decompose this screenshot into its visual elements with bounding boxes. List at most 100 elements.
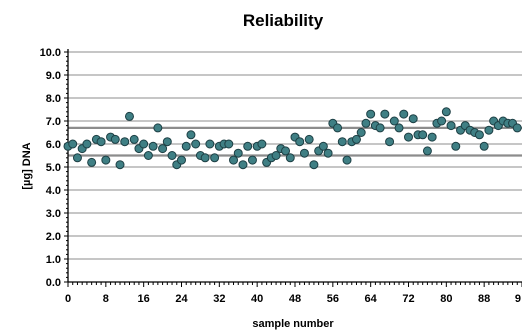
data-point <box>418 130 428 140</box>
data-point <box>281 146 291 156</box>
data-point <box>120 137 130 147</box>
data-point <box>153 123 163 133</box>
data-point <box>285 153 295 163</box>
x-tick-label: 72 <box>402 293 414 305</box>
y-tick-label: 3.0 <box>46 208 61 220</box>
data-point <box>158 144 168 154</box>
x-tick-labels: 0 8 16 24 32 40 48 56 64 72 80 88 9 <box>65 293 521 305</box>
data-point <box>87 157 97 167</box>
data-point <box>351 134 361 144</box>
y-axis-label: [µg] DNA <box>21 142 33 189</box>
data-point <box>479 141 489 151</box>
data-point <box>143 151 153 160</box>
data-point <box>342 155 352 165</box>
data-point <box>323 148 333 158</box>
data-point <box>474 130 484 140</box>
data-point <box>210 153 220 163</box>
data-point <box>399 109 409 119</box>
data-point <box>200 153 210 163</box>
y-tick-label: 4.0 <box>46 185 61 197</box>
data-point <box>257 139 267 149</box>
y-tick-label: 9.0 <box>46 70 61 82</box>
data-point <box>68 139 78 149</box>
chart-title: Reliability <box>243 11 324 30</box>
data-point <box>115 160 125 170</box>
data-point <box>394 123 404 133</box>
data-point <box>389 116 399 126</box>
x-tick-label: 8 <box>103 293 109 305</box>
data-point <box>380 109 390 119</box>
reference-lines <box>68 126 522 157</box>
data-point <box>139 139 149 149</box>
x-tick-label: 88 <box>478 293 490 305</box>
data-point <box>224 139 234 149</box>
data-point <box>82 139 92 149</box>
data-point <box>437 116 447 126</box>
data-point <box>96 137 106 147</box>
data-point <box>167 151 177 160</box>
y-tick-label: 0.0 <box>46 277 61 289</box>
data-point <box>295 137 305 147</box>
data-point <box>356 128 366 137</box>
data-point <box>304 134 314 144</box>
data-point <box>238 160 248 170</box>
data-point <box>484 125 494 135</box>
y-tick-label: 10.0 <box>40 47 61 59</box>
data-point <box>124 111 134 121</box>
y-tick-label: 7.0 <box>46 116 61 128</box>
data-point <box>247 155 257 165</box>
data-point <box>512 123 522 133</box>
y-tick-label: 8.0 <box>46 93 61 105</box>
y-tick-labels: 0.0 1.0 2.0 3.0 4.0 5.0 6.0 7.0 8.0 9.0 10.0 <box>40 47 61 289</box>
x-tick-label: 24 <box>175 293 188 305</box>
data-point <box>129 134 139 144</box>
data-point <box>446 121 456 131</box>
data-point <box>427 132 437 142</box>
data-point <box>271 151 281 160</box>
data-point <box>375 123 385 133</box>
y-tick-label: 1.0 <box>46 254 61 266</box>
data-point <box>318 141 328 151</box>
data-point <box>186 130 196 140</box>
x-tick-label: 64 <box>365 293 378 305</box>
data-point <box>337 137 347 147</box>
data-points <box>63 107 522 170</box>
x-tick-label: 16 <box>138 293 150 305</box>
x-tick-label: 40 <box>251 293 263 305</box>
data-point <box>181 141 191 151</box>
x-tick-label: 48 <box>289 293 301 305</box>
data-point <box>422 146 432 156</box>
data-point <box>451 141 461 151</box>
x-tick-label: 9 <box>515 293 521 305</box>
data-point <box>361 118 371 128</box>
data-point <box>233 148 243 158</box>
data-point <box>404 132 413 142</box>
x-tick-label: 0 <box>65 293 71 305</box>
data-point <box>72 153 82 163</box>
x-tick-label: 80 <box>440 293 452 305</box>
data-point <box>243 141 253 151</box>
data-point <box>385 137 395 147</box>
y-tick-label: 5.0 <box>46 162 61 174</box>
data-point <box>309 160 319 170</box>
data-point <box>333 123 343 133</box>
x-tick-label: 32 <box>213 293 225 305</box>
data-point <box>110 134 120 144</box>
x-tick-label: 56 <box>327 293 339 305</box>
data-point <box>162 137 172 147</box>
data-point <box>101 155 111 165</box>
data-point <box>299 148 309 158</box>
x-axis-label: sample number <box>252 318 334 330</box>
data-point <box>366 109 376 119</box>
data-point <box>229 155 239 165</box>
data-point <box>408 114 418 124</box>
data-point <box>205 139 215 149</box>
axes <box>64 49 522 287</box>
data-point <box>177 155 186 165</box>
y-tick-label: 6.0 <box>46 139 61 151</box>
data-point <box>441 107 451 117</box>
data-point <box>148 141 158 151</box>
y-tick-label: 2.0 <box>46 231 61 243</box>
data-point <box>191 139 201 149</box>
